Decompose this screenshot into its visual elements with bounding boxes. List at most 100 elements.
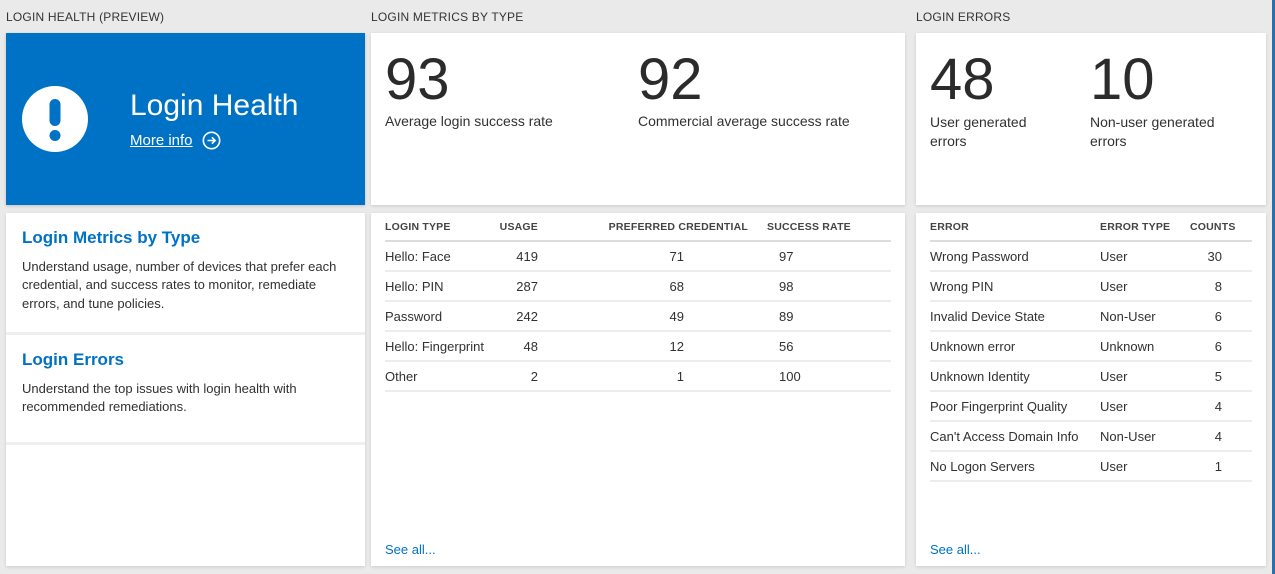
login-metrics-link-title: Login Metrics by Type [22, 228, 201, 247]
table-cell: 1 [1214, 458, 1222, 474]
login-errors-section: LOGIN ERRORS 48 User generated errors 10… [916, 0, 1266, 566]
table-cell: 56 [779, 338, 794, 354]
table-cell: 100 [779, 368, 801, 384]
table-cell: 419 [516, 248, 538, 264]
login-health-links-panel: Login Metrics by Type Understand usage, … [6, 213, 365, 566]
column-header: COUNTS [1190, 220, 1236, 233]
table-cell: Other [385, 368, 418, 384]
table-cell: Password [385, 308, 443, 324]
table-cell: User [1100, 278, 1128, 294]
table-cell: 1 [676, 368, 684, 384]
table-row[interactable]: Invalid Device State Non-User 6 [930, 302, 1252, 332]
login-metrics-table-tile: LOGIN TYPE USAGE PREFERRED CREDENTIAL SUCCE… [371, 213, 905, 566]
panel-filler [6, 445, 365, 566]
login-metrics-link-description: Understand usage, number of devices that… [22, 259, 337, 311]
table-cell: Unknown error [930, 338, 1016, 354]
table-cell: Hello: PIN [385, 278, 444, 294]
stat-value: 10 [1090, 47, 1155, 112]
table-row[interactable]: Hello: PIN 287 68 98 [385, 272, 891, 302]
column-header: LOGIN TYPE [385, 220, 451, 233]
table-cell: Invalid Device State [930, 308, 1045, 324]
table-cell: Can't Access Domain Info [930, 428, 1079, 444]
table-cell: User [1100, 368, 1128, 384]
stat-average-login-success-rate: 93 Average login success rate [385, 51, 638, 205]
table-cell: 6 [1214, 338, 1222, 354]
stat-label: User generated errors [930, 114, 1027, 149]
table-cell: Unknown [1100, 338, 1155, 354]
section-title-login-errors: LOGIN ERRORS [916, 9, 1011, 24]
login-errors-link-title: Login Errors [22, 350, 125, 369]
table-cell: 71 [669, 248, 684, 264]
table-row[interactable]: Poor Fingerprint Quality User 4 [930, 392, 1252, 422]
table-header-row: ERROR ERROR TYPE COUNTS [930, 213, 1252, 242]
table-row[interactable]: Unknown Identity User 5 [930, 362, 1252, 392]
login-health-section: LOGIN HEALTH (PREVIEW) Login Health More… [6, 0, 365, 566]
stat-label: Average login success rate [385, 113, 553, 129]
see-all-link-metrics[interactable]: See all... [385, 542, 436, 557]
column-header: SUCCESS RATE [767, 220, 851, 233]
table-cell: 48 [523, 338, 538, 354]
table-cell: User [1100, 398, 1128, 414]
table-cell: Unknown Identity [930, 368, 1030, 384]
window-edge [1272, 0, 1275, 574]
exclamation-circle-icon [22, 86, 88, 152]
column-header: USAGE [499, 220, 538, 233]
stat-value: 48 [930, 47, 995, 112]
arrow-right-circle-icon [202, 131, 221, 149]
table-cell: Non-User [1100, 428, 1156, 444]
see-all-link-errors[interactable]: See all... [930, 542, 981, 557]
table-cell: Non-User [1100, 308, 1156, 324]
table-row[interactable]: Can't Access Domain Info Non-User 4 [930, 422, 1252, 452]
section-title-login-health: LOGIN HEALTH (PREVIEW) [6, 9, 165, 24]
section-title-login-metrics: LOGIN METRICS BY TYPE [371, 9, 524, 24]
login-health-hero-tile[interactable]: Login Health More info [6, 33, 365, 205]
table-body: Wrong Password User 30 Wrong PIN User 8 Invali… [930, 242, 1252, 482]
table-cell: Hello: Fingerprint [385, 338, 484, 354]
column-header: PREFERRED CREDENTIAL [608, 220, 748, 233]
table-cell: 2 [530, 368, 538, 384]
stat-non-user-generated-errors: 10 Non-user generated errors [1090, 51, 1250, 205]
table-cell: 49 [669, 308, 684, 324]
login-metrics-stats-tile[interactable]: 93 Average login success rate 92 Commerc… [371, 33, 905, 205]
table-row[interactable]: Wrong PIN User 8 [930, 272, 1252, 302]
table-cell: User [1100, 248, 1128, 264]
table-cell: 89 [779, 308, 794, 324]
more-info-label: More info [130, 131, 193, 149]
table-row[interactable]: Other 2 1 100 [385, 362, 891, 392]
hero-title: Login Health [130, 88, 299, 122]
login-errors-link-card[interactable]: Login Errors Understand the top issues w… [6, 335, 365, 445]
table-header-row: LOGIN TYPE USAGE PREFERRED CREDENTIAL SUCCE… [385, 213, 891, 242]
table-cell: 97 [779, 248, 794, 264]
table-cell: 287 [516, 278, 538, 294]
table-cell: Wrong Password [930, 248, 1029, 264]
stat-value: 93 [385, 47, 450, 112]
table-cell: 242 [516, 308, 538, 324]
login-metrics-section: LOGIN METRICS BY TYPE 93 Average login s… [371, 0, 905, 566]
stat-user-generated-errors: 48 User generated errors [930, 51, 1090, 205]
table-row[interactable]: Hello: Face 419 71 97 [385, 242, 891, 272]
stat-commercial-average-success-rate: 92 Commercial average success rate [638, 51, 891, 205]
table-row[interactable]: No Logon Servers User 1 [930, 452, 1252, 482]
table-row[interactable]: Unknown error Unknown 6 [930, 332, 1252, 362]
table-row[interactable]: Hello: Fingerprint 48 12 56 [385, 332, 891, 362]
table-cell: 8 [1214, 278, 1222, 294]
login-metrics-link-card[interactable]: Login Metrics by Type Understand usage, … [6, 213, 365, 335]
table-cell: 98 [779, 278, 794, 294]
table-cell: 30 [1207, 248, 1222, 264]
table-cell: No Logon Servers [930, 458, 1035, 474]
table-body: Hello: Face 419 71 97 Hello: PIN 287 68 98 Passw… [385, 242, 891, 392]
table-cell: 12 [669, 338, 684, 354]
login-errors-link-description: Understand the top issues with login hea… [22, 381, 297, 415]
login-errors-stats-tile[interactable]: 48 User generated errors 10 Non-user gen… [916, 33, 1266, 205]
table-cell: Hello: Face [385, 248, 451, 264]
column-header: ERROR TYPE [1100, 220, 1171, 233]
stat-value: 92 [638, 47, 703, 112]
more-info-link[interactable]: More info [130, 131, 298, 150]
table-cell: Poor Fingerprint Quality [930, 398, 1068, 414]
table-row[interactable]: Password 242 49 89 [385, 302, 891, 332]
table-cell: 68 [669, 278, 684, 294]
table-cell: User [1100, 458, 1128, 474]
table-cell: 6 [1214, 308, 1222, 324]
table-row[interactable]: Wrong Password User 30 [930, 242, 1252, 272]
stat-label: Non-user generated errors [1090, 114, 1215, 149]
